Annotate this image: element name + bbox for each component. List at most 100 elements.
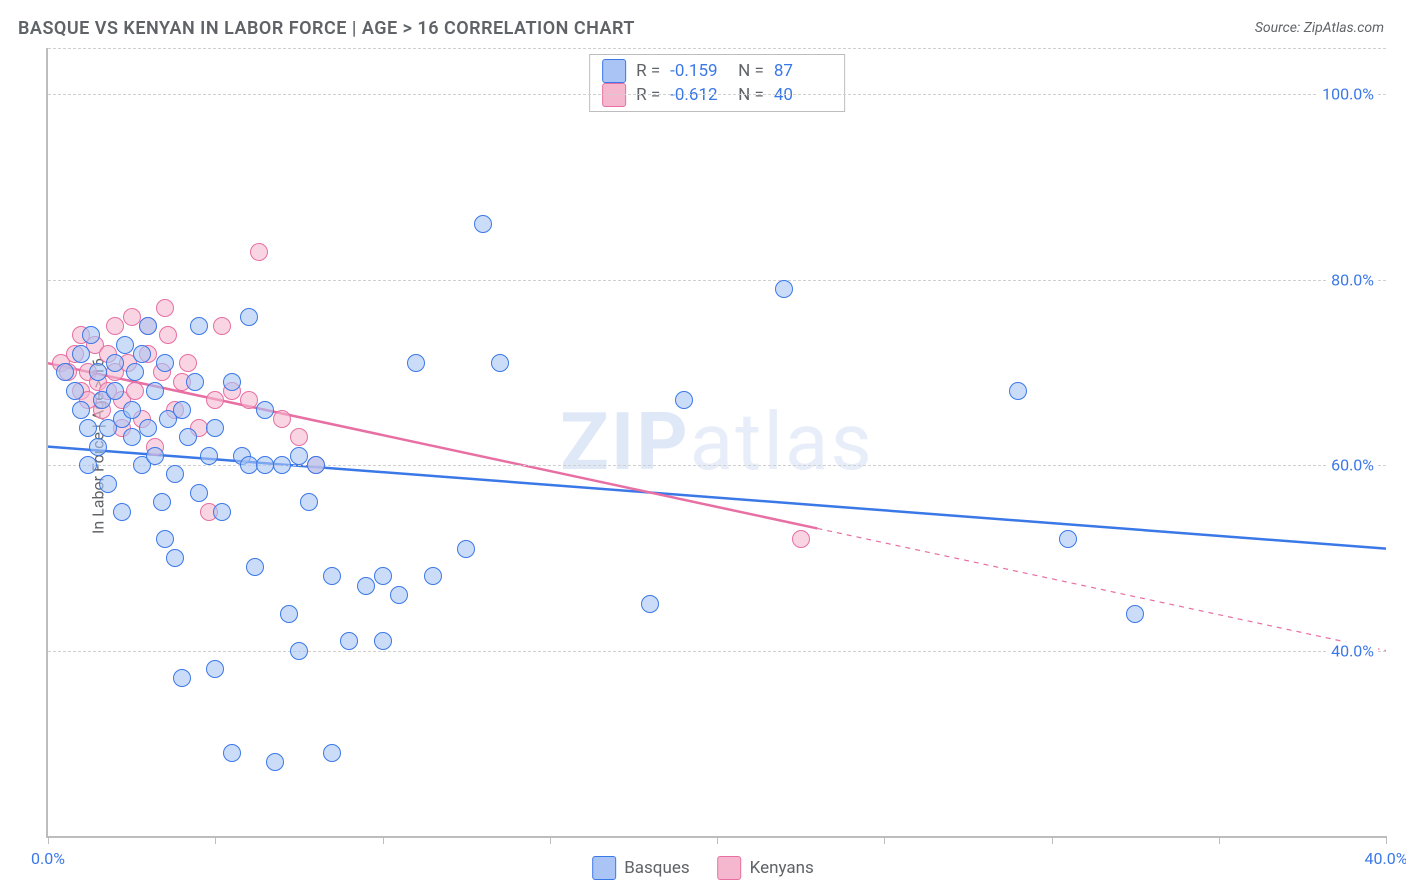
- y-tick-label: 100.0%: [1318, 85, 1378, 104]
- watermark: ZIPatlas: [560, 395, 873, 489]
- data-point: [1059, 530, 1077, 548]
- data-point: [146, 382, 164, 400]
- data-point: [792, 530, 810, 548]
- data-point: [79, 456, 97, 474]
- correlation-row-basques: R = -0.159 N = 87: [602, 59, 832, 83]
- y-tick-label: 80.0%: [1327, 270, 1378, 289]
- data-point: [240, 391, 258, 409]
- data-point: [72, 345, 90, 363]
- gridline: [48, 651, 1386, 652]
- data-point: [173, 669, 191, 687]
- data-point: [146, 447, 164, 465]
- data-point: [323, 744, 341, 762]
- data-point: [240, 456, 258, 474]
- x-tick: [1052, 836, 1053, 844]
- data-point: [79, 419, 97, 437]
- y-tick-label: 60.0%: [1327, 456, 1378, 475]
- data-point: [156, 299, 174, 317]
- data-point: [290, 447, 308, 465]
- y-tick-label: 40.0%: [1327, 641, 1378, 660]
- gridline: [48, 94, 1386, 95]
- data-point: [340, 632, 358, 650]
- correlation-legend: R = -0.159 N = 87 R = -0.612 N = 40: [589, 54, 845, 112]
- data-point: [256, 456, 274, 474]
- data-point: [156, 354, 174, 372]
- data-point: [66, 382, 84, 400]
- data-point: [166, 465, 184, 483]
- data-point: [156, 530, 174, 548]
- data-point: [106, 354, 124, 372]
- x-tick-label: 0.0%: [31, 849, 65, 868]
- data-point: [213, 503, 231, 521]
- data-point: [123, 401, 141, 419]
- x-tick-label: 40.0%: [1365, 849, 1406, 868]
- data-point: [166, 549, 184, 567]
- data-point: [89, 438, 107, 456]
- x-tick: [1386, 836, 1387, 844]
- legend-item-basques: Basques: [592, 856, 689, 880]
- legend-item-kenyans: Kenyans: [718, 856, 814, 880]
- data-point: [1126, 605, 1144, 623]
- data-point: [300, 493, 318, 511]
- data-point: [123, 428, 141, 446]
- data-point: [775, 280, 793, 298]
- data-point: [675, 391, 693, 409]
- data-point: [159, 326, 177, 344]
- data-point: [290, 642, 308, 660]
- data-point: [106, 317, 124, 335]
- plot-area: ZIPatlas R = -0.159 N = 87 R = -0.612 N …: [46, 48, 1386, 838]
- data-point: [123, 308, 141, 326]
- data-point: [99, 475, 117, 493]
- data-point: [72, 401, 90, 419]
- data-point: [250, 243, 268, 261]
- data-point: [641, 595, 659, 613]
- gridline: [48, 48, 1386, 49]
- x-tick: [1219, 836, 1220, 844]
- data-point: [113, 503, 131, 521]
- data-point: [357, 577, 375, 595]
- data-point: [139, 317, 157, 335]
- data-point: [407, 354, 425, 372]
- x-tick: [717, 836, 718, 844]
- swatch-basques: [602, 59, 626, 83]
- swatch-kenyans: [718, 856, 742, 880]
- data-point: [116, 336, 134, 354]
- trend-lines: [48, 48, 1386, 836]
- data-point: [266, 753, 284, 771]
- data-point: [206, 660, 224, 678]
- data-point: [290, 428, 308, 446]
- source-label: Source: ZipAtlas.com: [1255, 20, 1384, 36]
- data-point: [139, 419, 157, 437]
- data-point: [280, 605, 298, 623]
- x-tick: [884, 836, 885, 844]
- data-point: [240, 308, 258, 326]
- data-point: [56, 363, 74, 381]
- data-point: [82, 326, 100, 344]
- data-point: [179, 428, 197, 446]
- data-point: [213, 317, 231, 335]
- data-point: [89, 363, 107, 381]
- data-point: [323, 567, 341, 585]
- data-point: [1009, 382, 1027, 400]
- data-point: [246, 558, 264, 576]
- data-point: [273, 410, 291, 428]
- data-point: [474, 215, 492, 233]
- data-point: [133, 345, 151, 363]
- data-point: [273, 456, 291, 474]
- data-point: [106, 382, 124, 400]
- data-point: [126, 363, 144, 381]
- data-point: [190, 484, 208, 502]
- data-point: [307, 456, 325, 474]
- x-tick: [48, 836, 49, 844]
- data-point: [200, 447, 218, 465]
- data-point: [424, 567, 442, 585]
- data-point: [390, 586, 408, 604]
- swatch-basques: [592, 856, 616, 880]
- x-tick: [215, 836, 216, 844]
- gridline: [48, 280, 1386, 281]
- data-point: [491, 354, 509, 372]
- data-point: [186, 373, 204, 391]
- chart-title: BASQUE VS KENYAN IN LABOR FORCE | AGE > …: [18, 18, 635, 39]
- data-point: [223, 373, 241, 391]
- data-point: [173, 401, 191, 419]
